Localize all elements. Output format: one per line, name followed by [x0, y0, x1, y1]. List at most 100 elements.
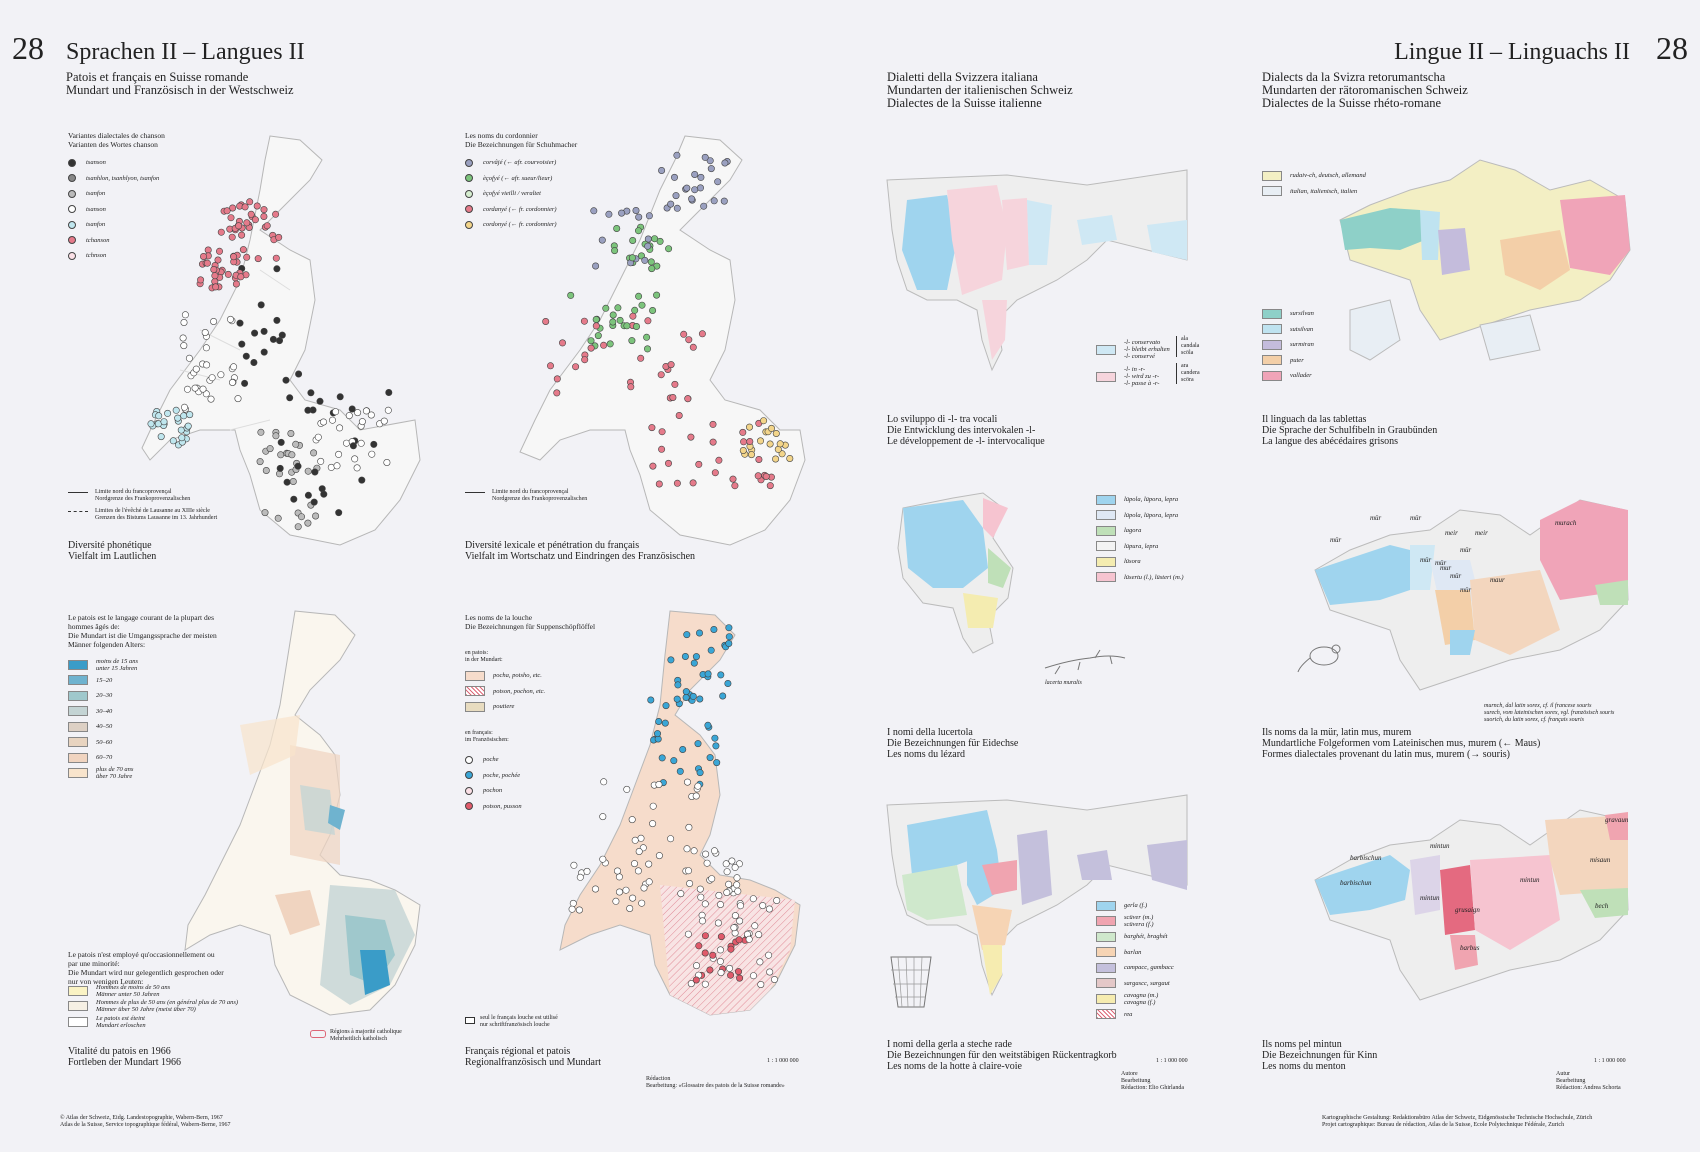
map-dot [713, 759, 721, 767]
map-dot [706, 157, 714, 165]
map-dot [623, 785, 631, 793]
lizard-figure [1044, 649, 1126, 675]
map-dot [202, 344, 210, 352]
map-dot [631, 306, 639, 314]
map-dot [234, 395, 242, 403]
map-dot [735, 968, 743, 976]
map-dot [616, 316, 624, 324]
map-dot [616, 888, 624, 896]
map-dot [312, 512, 320, 520]
legend-swatch [1096, 916, 1116, 927]
map-dot [644, 242, 652, 250]
vitalite-legend: moins de 15 ans unter 15 Jahren 15–20 20–3… [68, 657, 138, 781]
map-dot [715, 891, 723, 899]
map-dot [701, 932, 709, 940]
legend-row: tsanson [68, 155, 159, 171]
map-dot [684, 395, 692, 403]
map-dot [241, 379, 249, 387]
legend-label: rea [1124, 1010, 1133, 1018]
italian-section-subtitle: Dialetti della Svizzera italiana Mundart… [887, 70, 1073, 110]
map-dot [673, 151, 681, 159]
legend-label: gerla (f.) [1124, 902, 1148, 910]
map-dot [362, 407, 370, 415]
map-dot [288, 451, 296, 459]
map-dot [298, 513, 306, 521]
map-dot [696, 629, 704, 637]
map-dot [316, 397, 324, 405]
legend-row: 60–70 [68, 750, 138, 766]
map-dot [697, 893, 705, 901]
map-dot [733, 874, 741, 882]
legend-label: tsanhlon, tsanhlyon, tsanfon [86, 174, 160, 182]
gerla-legend: gerla (f.) scüver (m.) scüvera (f.) barghé… [1096, 898, 1174, 1022]
map-dot [310, 498, 318, 506]
map-dot [385, 388, 393, 396]
map-dot [333, 462, 341, 470]
map-dot [626, 904, 634, 912]
legend-row: cordanyé (← fr. cordonnier) [465, 202, 557, 218]
map-dot [655, 781, 663, 789]
map-label: mür [1450, 572, 1462, 580]
map-dot [751, 922, 759, 930]
map-dot [354, 409, 362, 417]
map-dot [765, 905, 773, 913]
map-dot [734, 887, 742, 895]
mur-note: murnch, dal latin sorex, cf. il francese… [1484, 703, 1615, 723]
map-dot [730, 924, 738, 932]
map-dot [553, 375, 561, 383]
louche-group2-title: en français: im Französischen: [465, 730, 509, 743]
map-dot [613, 225, 621, 233]
map-dot [229, 204, 237, 212]
map-dot [647, 258, 655, 266]
map-dot [689, 343, 697, 351]
map-dot [223, 207, 231, 215]
map-dot [343, 439, 351, 447]
map-dot [605, 210, 613, 218]
map-dot [283, 478, 291, 486]
legend-swatch [68, 1016, 88, 1027]
map-dot [228, 233, 236, 241]
map-dot [180, 403, 188, 411]
map-dot [600, 341, 608, 349]
map-dot [246, 198, 254, 206]
legend-swatch [465, 174, 473, 183]
left-page-subtitle: Patois et français en Suisse romande Mun… [66, 70, 294, 97]
map-dot [184, 422, 192, 430]
map-dot [629, 312, 637, 320]
map-dot [746, 437, 754, 445]
map-dot [754, 472, 762, 480]
map-dot [709, 420, 717, 428]
map-dot [278, 331, 286, 339]
map-dot [690, 659, 698, 667]
map-dot [576, 873, 584, 881]
map-dot [702, 850, 710, 858]
map-dot [692, 792, 700, 800]
map-dot [204, 246, 212, 254]
map-dot [701, 980, 709, 988]
map-dot [632, 207, 640, 215]
map-dot [710, 197, 718, 205]
legend-row: Le patois est éteint Mundart erloschen [68, 1014, 238, 1030]
map-dot [628, 254, 636, 262]
map-dot [273, 316, 281, 324]
legend-swatch [1096, 900, 1116, 911]
map-dot [731, 863, 739, 871]
map-dot [635, 848, 643, 856]
legend-swatch [68, 1001, 88, 1012]
legend-label: puter [1290, 356, 1304, 364]
map-dot [147, 420, 155, 428]
l-intervocal-caption: Lo sviluppo di -l- tra vocali Die Entwic… [887, 414, 1045, 447]
legend-row: italian, italienisch, italien [1262, 184, 1366, 200]
map-dot [627, 383, 635, 391]
legend-row: èçofyé (← afr. sueur/lieur) [465, 171, 557, 187]
map-dot [658, 428, 666, 436]
map-dot [628, 337, 636, 345]
legend-label: sargascc, sargaut [1124, 979, 1170, 987]
legend-row: lüpola, lüpora, lepra [1096, 492, 1184, 508]
map-dot [685, 867, 693, 875]
louche-note-icon [465, 1017, 475, 1024]
map-dot [731, 912, 739, 920]
map-dot [384, 406, 392, 414]
map-dot [697, 184, 705, 192]
map-dot [622, 886, 630, 894]
